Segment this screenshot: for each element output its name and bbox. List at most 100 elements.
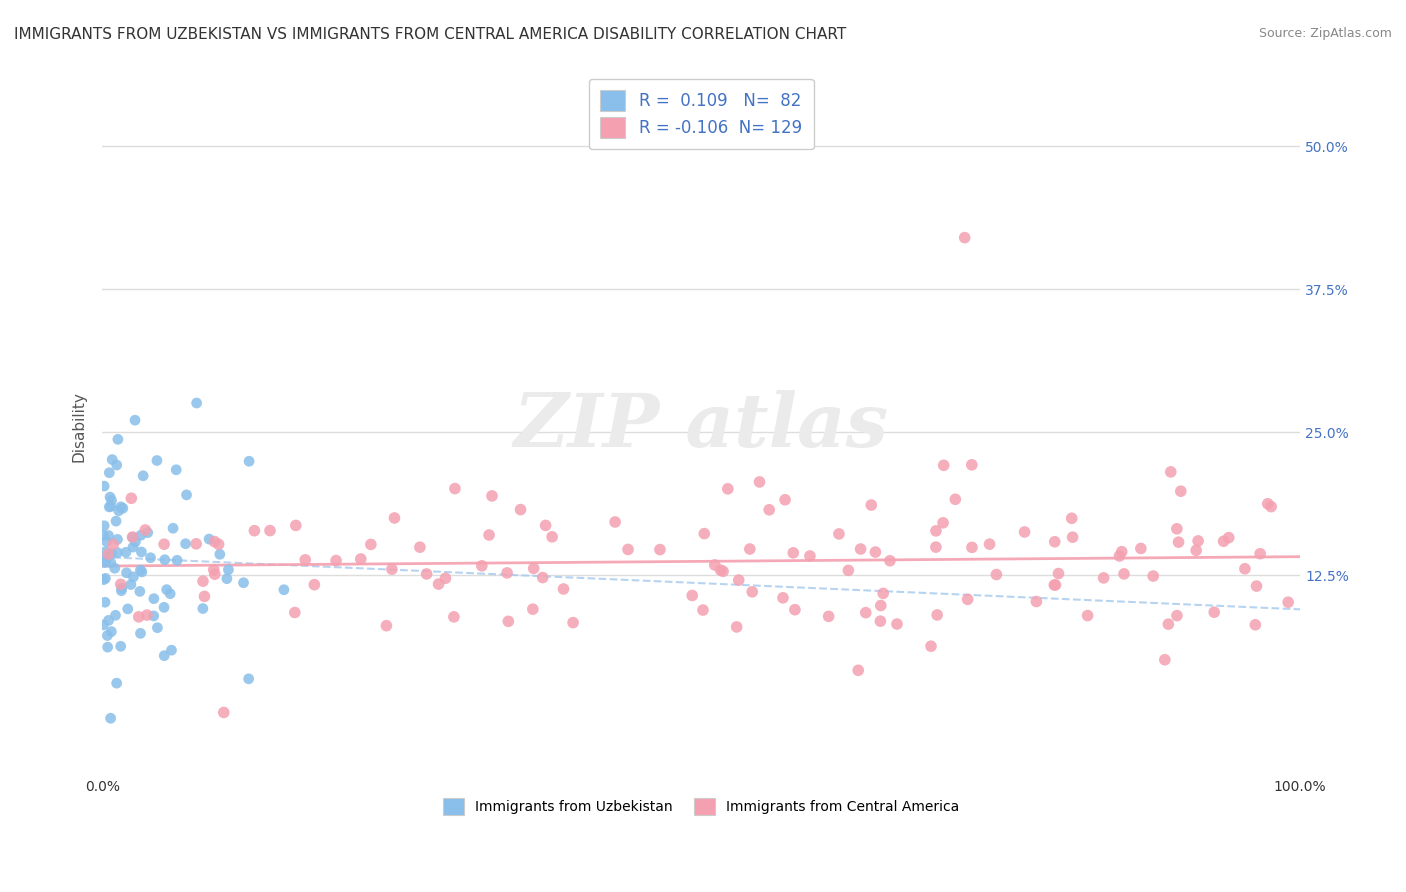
Point — [100, 547, 122, 561]
Point — [94, 571, 117, 585]
Point — [94, 595, 117, 609]
Point — [617, 542, 640, 557]
Point — [129, 528, 152, 542]
Point — [97, 528, 120, 542]
Point — [1043, 578, 1066, 592]
Point — [360, 537, 382, 551]
Point — [121, 530, 143, 544]
Point — [294, 553, 316, 567]
Point — [872, 586, 894, 600]
Point — [758, 503, 780, 517]
Point — [136, 525, 159, 540]
Point — [238, 454, 260, 468]
Point — [727, 573, 749, 587]
Point — [960, 541, 983, 555]
Point — [986, 567, 1008, 582]
Point — [96, 628, 118, 642]
Point — [204, 567, 226, 582]
Point — [325, 553, 347, 567]
Point — [100, 624, 122, 639]
Point — [953, 230, 976, 244]
Point — [153, 537, 176, 551]
Point — [531, 570, 554, 584]
Point — [104, 608, 127, 623]
Y-axis label: Disability: Disability — [72, 391, 86, 462]
Point — [94, 553, 117, 567]
Point — [846, 663, 869, 677]
Point — [1257, 497, 1279, 511]
Point — [1233, 562, 1256, 576]
Point — [238, 672, 260, 686]
Point — [153, 648, 176, 663]
Point — [166, 553, 188, 567]
Point — [121, 530, 143, 544]
Point — [107, 433, 129, 447]
Point — [703, 558, 725, 572]
Point — [153, 600, 176, 615]
Point — [101, 452, 124, 467]
Point — [93, 556, 115, 570]
Point — [725, 620, 748, 634]
Point — [693, 526, 716, 541]
Point — [927, 607, 949, 622]
Point — [471, 558, 494, 573]
Point — [1167, 535, 1189, 549]
Point — [156, 582, 179, 597]
Point — [849, 541, 872, 556]
Point — [105, 676, 128, 690]
Point — [115, 545, 138, 559]
Point — [186, 537, 208, 551]
Point — [481, 489, 503, 503]
Point — [956, 592, 979, 607]
Point — [165, 463, 187, 477]
Text: ZIP atlas: ZIP atlas — [513, 390, 889, 463]
Point — [772, 591, 794, 605]
Point — [146, 453, 169, 467]
Point — [1160, 465, 1182, 479]
Point — [828, 527, 851, 541]
Point — [160, 643, 183, 657]
Point — [128, 584, 150, 599]
Point — [1277, 595, 1299, 609]
Point — [232, 575, 254, 590]
Point — [146, 621, 169, 635]
Point — [120, 491, 142, 506]
Point — [1260, 500, 1282, 514]
Point — [186, 396, 208, 410]
Point — [553, 582, 575, 596]
Point — [427, 577, 450, 591]
Point — [817, 609, 839, 624]
Point — [498, 615, 520, 629]
Point — [748, 475, 770, 489]
Point — [142, 608, 165, 623]
Point — [522, 602, 544, 616]
Point — [93, 573, 115, 587]
Point — [710, 563, 733, 577]
Point — [943, 492, 966, 507]
Point — [122, 540, 145, 554]
Point — [207, 537, 229, 551]
Point — [107, 533, 129, 547]
Point — [932, 516, 955, 530]
Point — [1249, 547, 1271, 561]
Point — [110, 500, 132, 514]
Point — [100, 556, 122, 570]
Point — [115, 566, 138, 580]
Point — [100, 711, 122, 725]
Point — [381, 562, 404, 576]
Point — [110, 583, 132, 598]
Point — [1092, 571, 1115, 585]
Point — [132, 468, 155, 483]
Point — [105, 458, 128, 472]
Point — [284, 606, 307, 620]
Point — [273, 582, 295, 597]
Point — [217, 563, 239, 577]
Point — [134, 523, 156, 537]
Text: IMMIGRANTS FROM UZBEKISTAN VS IMMIGRANTS FROM CENTRAL AMERICA DISABILITY CORRELA: IMMIGRANTS FROM UZBEKISTAN VS IMMIGRANTS… — [14, 27, 846, 42]
Point — [711, 564, 734, 578]
Point — [932, 458, 955, 473]
Point — [562, 615, 585, 630]
Point — [93, 528, 115, 542]
Point — [1142, 569, 1164, 583]
Point — [96, 534, 118, 549]
